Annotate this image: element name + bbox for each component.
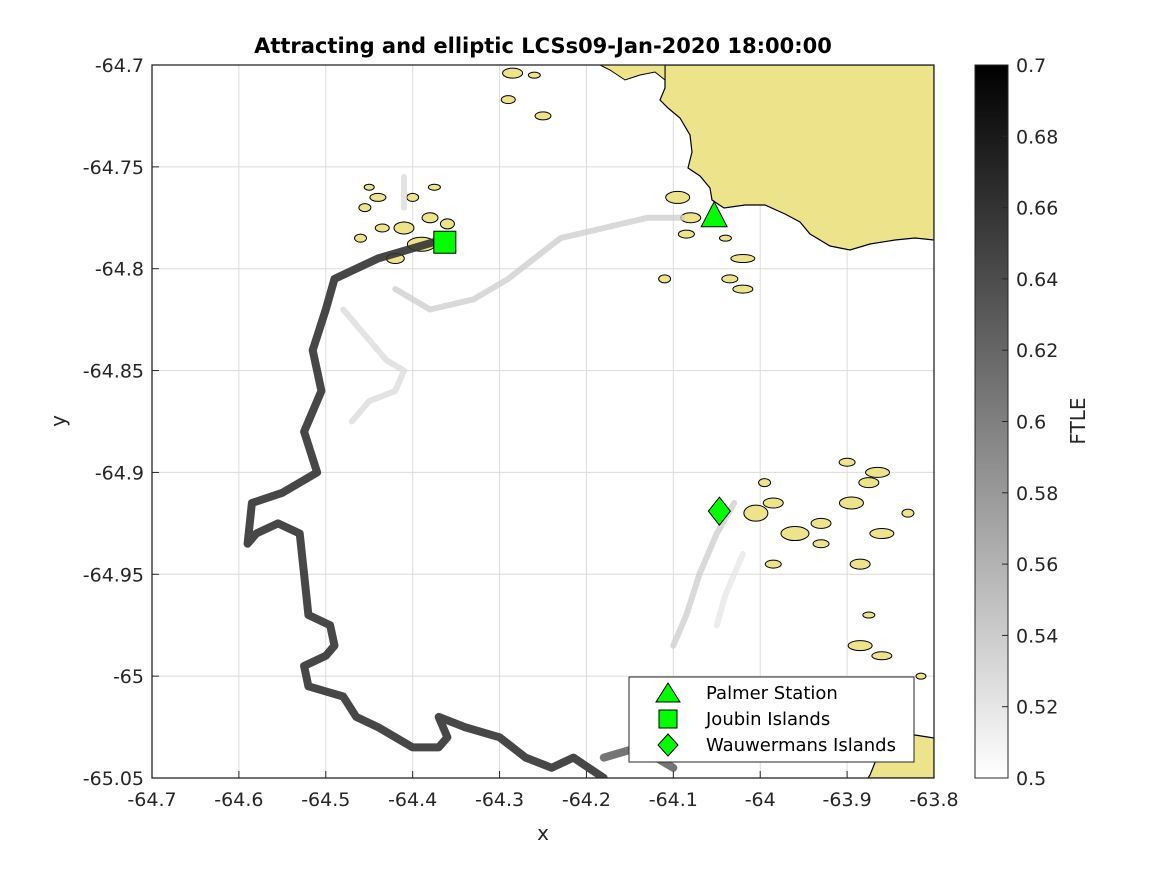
y-tick-label: -64.9 bbox=[95, 462, 144, 484]
island bbox=[838, 457, 856, 467]
island bbox=[393, 221, 415, 235]
colorbar-tick-label: 0.52 bbox=[1016, 697, 1058, 719]
north-faint-ridge bbox=[392, 214, 685, 313]
location-markers bbox=[433, 200, 732, 526]
colorbar-ticks: 0.5 0.52 0.54 0.56 0.58 0.6 0.62 0.64 0.66 0.68 0.… bbox=[1002, 55, 1058, 790]
island bbox=[658, 274, 672, 284]
colorbar-label: FTLE bbox=[1066, 397, 1090, 444]
legend: Palmer Station Joubin Islands Wauwermans… bbox=[628, 676, 915, 763]
island bbox=[862, 611, 876, 619]
y-tick-label: -64.8 bbox=[95, 259, 144, 281]
mainland-tip bbox=[599, 65, 666, 82]
island bbox=[758, 478, 772, 488]
colorbar-tick-label: 0.64 bbox=[1016, 269, 1058, 291]
legend-label-palmer: Palmer Station bbox=[706, 683, 838, 704]
island bbox=[762, 497, 784, 509]
island bbox=[721, 274, 739, 284]
island bbox=[810, 517, 832, 529]
island bbox=[354, 233, 368, 243]
x-tick-label: -64.7 bbox=[127, 789, 176, 811]
colorbar-tick-label: 0.66 bbox=[1016, 198, 1058, 220]
island bbox=[780, 526, 810, 542]
x-tick-label: -64.5 bbox=[301, 789, 350, 811]
west-coast-ridge bbox=[243, 234, 608, 778]
island bbox=[812, 539, 830, 549]
island bbox=[369, 192, 387, 202]
island bbox=[421, 212, 439, 224]
island bbox=[358, 203, 372, 213]
island bbox=[730, 254, 756, 264]
x-tick-label: -63.8 bbox=[909, 789, 958, 811]
colorbar: 0.5 0.52 0.54 0.56 0.58 0.6 0.62 0.64 0.66 0.68 0.… bbox=[974, 55, 1090, 790]
island bbox=[439, 218, 455, 230]
island bbox=[871, 651, 893, 661]
y-axis-label: y bbox=[46, 415, 70, 427]
colorbar-tick-label: 0.7 bbox=[1016, 55, 1046, 77]
island bbox=[527, 71, 541, 79]
mainland bbox=[659, 65, 934, 251]
island bbox=[743, 504, 769, 522]
island bbox=[849, 558, 871, 570]
island bbox=[427, 183, 441, 191]
colorbar-tick-label: 0.5 bbox=[1016, 768, 1046, 790]
plot-border bbox=[151, 64, 935, 779]
island bbox=[901, 508, 915, 518]
x-axis: -64.7 -64.6 -64.5 -64.4 -64.3 -64.2 -64.1 -64 -6… bbox=[127, 771, 959, 811]
colorbar-tick-label: 0.62 bbox=[1016, 340, 1058, 362]
x-tick-label: -64.1 bbox=[649, 789, 698, 811]
x-tick-label: -64.4 bbox=[388, 789, 437, 811]
y-tick-label: -64.75 bbox=[83, 157, 144, 179]
island bbox=[858, 477, 880, 489]
legend-square-icon bbox=[658, 709, 678, 729]
inner-faint-ridge bbox=[340, 306, 407, 425]
x-tick-label: -64 bbox=[745, 789, 776, 811]
island bbox=[865, 466, 891, 478]
island bbox=[869, 528, 895, 540]
island bbox=[838, 496, 864, 510]
colorbar-tick-label: 0.56 bbox=[1016, 554, 1058, 576]
colorbar-tick-label: 0.54 bbox=[1016, 625, 1058, 647]
colorbar-tick-label: 0.68 bbox=[1016, 126, 1058, 148]
island bbox=[915, 672, 927, 680]
island bbox=[500, 95, 516, 105]
island bbox=[847, 640, 873, 652]
island bbox=[764, 559, 782, 569]
y-tick-label: -65 bbox=[113, 666, 144, 688]
x-tick-label: -64.6 bbox=[214, 789, 263, 811]
island bbox=[502, 67, 524, 79]
wauwermans-islands-marker bbox=[707, 496, 732, 526]
y-tick-label: -65.05 bbox=[83, 768, 144, 790]
legend-diamond-icon bbox=[657, 733, 679, 757]
y-tick-label: -64.85 bbox=[83, 361, 144, 383]
east-faint-ridge bbox=[670, 500, 738, 649]
chart-title: Attracting and elliptic LCSs09-Jan-2020 … bbox=[254, 34, 832, 58]
island bbox=[718, 234, 732, 242]
joubin-islands-marker bbox=[433, 230, 457, 254]
x-tick-label: -64.3 bbox=[475, 789, 524, 811]
palmer-station-marker bbox=[700, 200, 728, 228]
island bbox=[732, 284, 754, 294]
y-tick-label: -64.95 bbox=[83, 564, 144, 586]
land-layer bbox=[354, 65, 934, 778]
island bbox=[665, 190, 691, 204]
island bbox=[363, 183, 375, 191]
legend-label-joubin: Joubin Islands bbox=[705, 709, 830, 730]
island bbox=[534, 111, 552, 121]
legend-triangle-icon bbox=[655, 682, 681, 703]
x-axis-label: x bbox=[537, 821, 549, 845]
colorbar-tick-label: 0.6 bbox=[1016, 412, 1046, 434]
x-tick-label: -63.9 bbox=[823, 789, 872, 811]
island bbox=[406, 192, 420, 202]
island bbox=[677, 229, 695, 239]
legend-label-wauwermans: Wauwermans Islands bbox=[706, 735, 896, 756]
colorbar-tick-label: 0.58 bbox=[1016, 483, 1058, 505]
island bbox=[374, 223, 390, 233]
y-axis: -64.7 -64.75 -64.8 -64.85 -64.9 -64.95 -65 -65.… bbox=[83, 55, 159, 790]
x-tick-label: -64.2 bbox=[562, 789, 611, 811]
y-tick-label: -64.7 bbox=[95, 55, 144, 77]
east-faint-ridge-2 bbox=[713, 550, 746, 629]
